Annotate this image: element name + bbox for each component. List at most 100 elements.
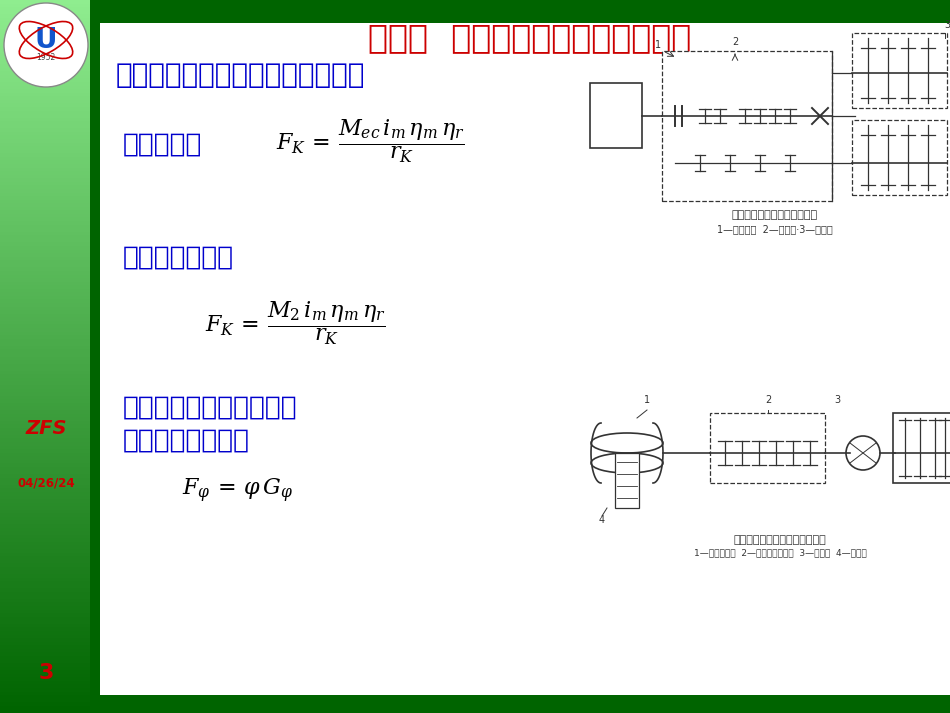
Bar xyxy=(0,277,90,282)
Bar xyxy=(0,231,90,235)
Bar xyxy=(100,695,950,713)
Bar xyxy=(0,274,90,278)
Bar xyxy=(0,313,90,317)
Bar xyxy=(0,17,90,21)
Bar xyxy=(0,370,90,374)
Bar xyxy=(100,0,950,23)
Bar xyxy=(0,24,90,29)
Bar xyxy=(0,249,90,253)
Bar xyxy=(0,103,90,107)
Bar xyxy=(0,131,90,135)
Bar xyxy=(0,609,90,613)
Bar xyxy=(0,555,90,560)
Bar xyxy=(0,698,90,702)
Bar xyxy=(0,413,90,417)
Bar xyxy=(0,516,90,520)
Bar xyxy=(0,213,90,217)
Bar xyxy=(0,481,90,485)
Bar xyxy=(0,456,90,460)
Bar xyxy=(0,702,90,706)
Bar xyxy=(0,338,90,342)
Bar xyxy=(0,612,90,617)
Bar xyxy=(0,627,90,631)
Bar xyxy=(0,473,90,478)
Bar xyxy=(0,598,90,602)
Circle shape xyxy=(846,436,880,470)
Bar xyxy=(0,548,90,553)
Bar xyxy=(0,563,90,567)
Bar xyxy=(0,281,90,285)
Bar xyxy=(0,342,90,346)
Bar xyxy=(0,406,90,410)
Text: 3: 3 xyxy=(944,20,950,30)
Bar xyxy=(0,448,90,453)
Bar xyxy=(0,438,90,442)
Bar xyxy=(0,523,90,528)
Bar xyxy=(0,566,90,570)
Text: 牵引力（附着力）: 牵引力（附着力） xyxy=(123,428,250,454)
Bar xyxy=(0,31,90,36)
Bar xyxy=(0,402,90,406)
Bar xyxy=(0,441,90,446)
Bar xyxy=(0,156,90,160)
Bar xyxy=(0,691,90,695)
Bar xyxy=(0,623,90,627)
Text: 1: 1 xyxy=(644,395,650,405)
Bar xyxy=(0,42,90,46)
Bar xyxy=(0,363,90,367)
Bar xyxy=(0,306,90,310)
Bar xyxy=(0,0,90,4)
Bar xyxy=(662,51,832,201)
Text: 机械传动系: 机械传动系 xyxy=(123,132,202,158)
Bar xyxy=(0,88,90,93)
Bar xyxy=(0,270,90,275)
Bar xyxy=(0,327,90,332)
Bar xyxy=(0,67,90,71)
Bar xyxy=(0,202,90,207)
Bar xyxy=(0,391,90,396)
Bar xyxy=(0,395,90,399)
Bar xyxy=(0,559,90,563)
Bar xyxy=(0,541,90,545)
Bar xyxy=(0,288,90,292)
Bar xyxy=(0,680,90,684)
Bar xyxy=(0,284,90,289)
Bar xyxy=(0,552,90,556)
Bar xyxy=(0,645,90,649)
Bar xyxy=(0,530,90,535)
Bar xyxy=(0,527,90,531)
Bar xyxy=(0,181,90,185)
Bar xyxy=(0,96,90,100)
Bar xyxy=(852,33,947,108)
Bar xyxy=(0,684,90,688)
Bar xyxy=(0,35,90,39)
Bar xyxy=(0,584,90,588)
Text: 3: 3 xyxy=(834,395,840,405)
Ellipse shape xyxy=(591,433,663,453)
Bar xyxy=(0,334,90,339)
Bar xyxy=(0,110,90,114)
Bar xyxy=(0,459,90,463)
Bar xyxy=(0,509,90,513)
Bar xyxy=(893,413,950,483)
Text: 轮式装载机液力机械传动系简图: 轮式装载机液力机械传动系简图 xyxy=(733,535,826,545)
Bar xyxy=(0,320,90,324)
Bar xyxy=(0,128,90,132)
Bar xyxy=(0,317,90,321)
Bar xyxy=(0,192,90,196)
Bar xyxy=(0,416,90,421)
Bar xyxy=(0,591,90,595)
Bar xyxy=(0,431,90,435)
Bar xyxy=(0,10,90,14)
Bar xyxy=(0,178,90,182)
Text: 1—液力变矩器  2—动力换档变速箱  3—传动轴  4—驱动桥: 1—液力变矩器 2—动力换档变速箱 3—传动轴 4—驱动桥 xyxy=(694,548,866,558)
Bar xyxy=(0,381,90,385)
Text: 1: 1 xyxy=(655,40,661,50)
Bar xyxy=(0,14,90,18)
Bar xyxy=(0,138,90,143)
Bar xyxy=(0,28,90,32)
Bar xyxy=(0,145,90,150)
Bar xyxy=(0,331,90,335)
Bar xyxy=(0,309,90,314)
Bar xyxy=(0,534,90,538)
